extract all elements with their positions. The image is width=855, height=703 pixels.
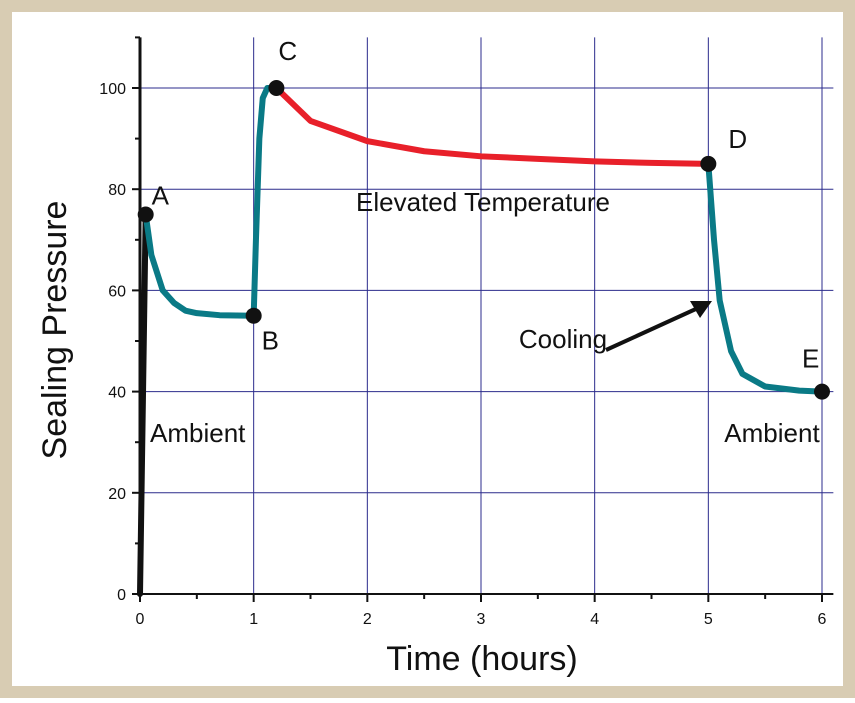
arrow-shaft [605,306,699,352]
series-line [137,211,149,597]
arrow-head [690,301,712,318]
point-marker [245,307,262,324]
x-tick-label: 0 [136,611,145,628]
series-line [142,211,257,319]
point-label: E [802,344,819,374]
point-label: D [728,124,747,154]
y-tick-label: 60 [108,283,126,300]
x-tick-label: 3 [477,611,486,628]
series-line [273,85,712,167]
series-line [705,160,825,395]
x-tick-label: 1 [249,611,258,628]
point-marker [700,155,717,172]
point-label: C [278,36,297,66]
panel [12,12,843,686]
x-tick-label: 2 [363,611,372,628]
x-tick-label: 6 [818,611,827,628]
annotation: Elevated Temperature [356,187,610,217]
point-marker [268,80,285,96]
y-tick-label: 40 [108,385,126,402]
annotation: Cooling [519,324,607,354]
y-tick-label: 100 [99,81,126,98]
point-label: A [152,181,170,211]
x-tick-label: 5 [704,611,713,628]
y-tick-label: 0 [117,587,126,604]
point-marker [814,383,830,400]
y-tick-label: 80 [108,182,126,199]
annotation: Ambient [724,418,820,448]
y-tick-label: 20 [108,486,126,503]
x-axis-label: Time (hours) [386,640,577,678]
y-axis-label: Sealing Pressure [36,201,74,460]
point-marker [137,206,154,223]
x-tick-label: 4 [590,611,599,628]
point-label: B [262,326,279,356]
annotation: Ambient [150,418,246,448]
